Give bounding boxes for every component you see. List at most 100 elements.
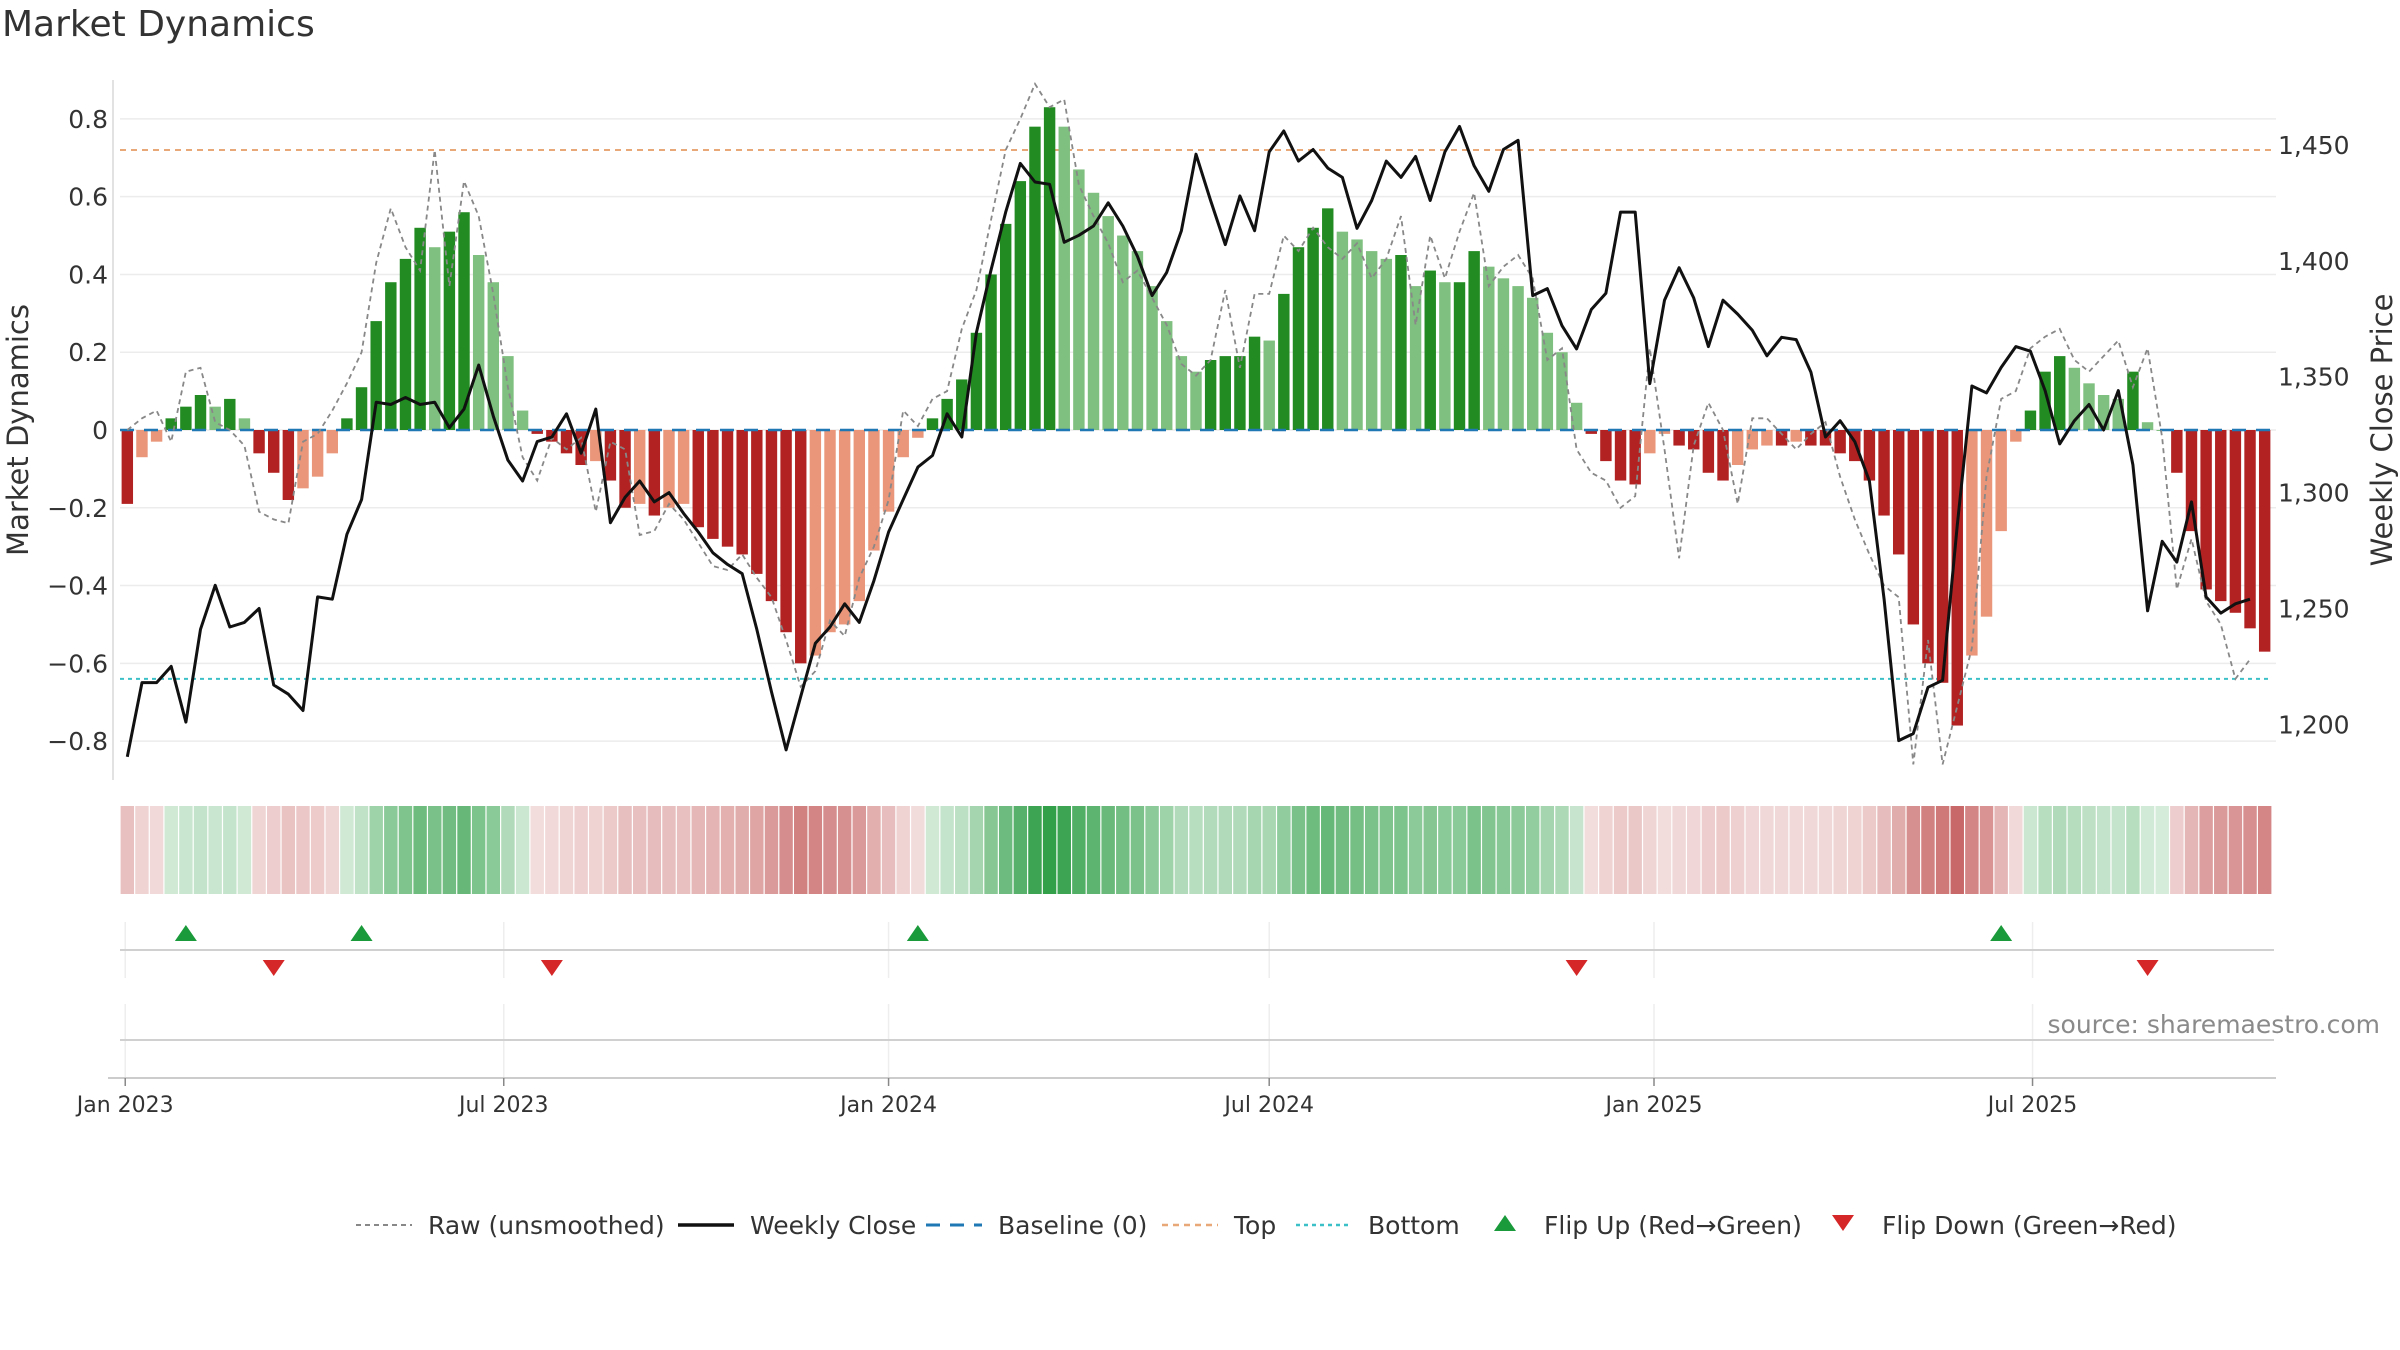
y-tick-label: 0.6 [68,183,108,212]
y-axis-title: Market Dynamics [1,304,35,556]
heat-cell [1540,806,1555,894]
heat-cell [1467,806,1481,894]
dynamics-bar [1805,430,1817,446]
dynamics-bar [1936,430,1949,683]
dynamics-bar [2097,395,2110,430]
heat-cell [1906,806,1921,894]
heat-cell [735,806,749,894]
heat-cell [1687,806,1701,894]
y-tick-label: 0.8 [68,105,108,134]
heat-cell [1072,806,1086,894]
heat-cell [369,806,383,894]
heat-cell [1657,806,1672,894]
heat-cell [837,806,852,894]
dynamics-bar [1570,402,1583,430]
dynamics-bar [1761,430,1773,446]
dynamics-bar [502,356,514,430]
dynamics-bar [868,430,880,551]
dynamics-bar [1409,286,1422,430]
dynamics-bar [1512,286,1524,430]
heat-cell [984,806,998,894]
heat-cell [237,806,252,894]
dynamics-bar [1029,126,1041,431]
heat-cell [1042,806,1057,894]
heat-cell [750,806,764,894]
heat-cell [1584,806,1598,894]
dynamics-bar [1497,278,1510,430]
heat-cell [1086,806,1101,894]
legend-flip-up-marker [1494,1215,1516,1231]
heat-cell [1804,806,1818,894]
dynamics-bar [1775,430,1788,446]
dynamics-bar [1204,360,1217,430]
dynamics-bar [443,231,456,430]
dynamics-bar [1658,430,1671,434]
dynamics-bar [1263,340,1275,430]
heat-cell [881,806,896,894]
dynamics-bar [253,430,265,454]
heat-cell [1569,806,1584,894]
dynamics-bar [238,418,251,430]
dynamics-bar [472,255,485,430]
legend-label: Flip Up (Red→Green) [1544,1211,1802,1240]
dynamics-bar [912,430,924,438]
heat-cell [852,806,867,894]
heat-cell [706,806,720,894]
dynamics-bar [1043,107,1056,430]
heat-cell [340,806,354,894]
dynamics-bar [1117,235,1129,430]
heat-cell [296,806,310,894]
flip-down-marker [540,960,563,976]
dynamics-bar [165,418,177,430]
heat-cell [1716,806,1730,894]
heat-strip [120,806,2272,894]
heat-cell [457,806,471,894]
price-lines [125,81,2251,765]
heat-cell [1848,806,1862,894]
heat-cell [1277,806,1291,894]
dynamics-bar [2010,430,2022,442]
heat-cell [2184,806,2199,894]
dynamics-bar [1878,430,1890,516]
dynamics-bar [1746,430,1759,450]
dynamics-bar [1058,126,1070,431]
heat-cell [252,806,266,894]
dynamics-bar [297,430,309,489]
dynamics-bar [1600,430,1612,462]
y2-tick-label: 1,250 [2278,594,2350,623]
dynamics-bar [224,398,236,430]
legend-label: Flip Down (Green→Red) [1882,1211,2177,1240]
heat-cell [2170,806,2184,894]
dynamics-bar [487,282,500,430]
heat-cell [1174,806,1189,894]
dynamics-bar [619,430,631,508]
heat-cell [515,806,530,894]
dynamics-bar [1995,430,2007,532]
dynamics-bar [531,430,543,434]
dynamics-bar [1688,430,1700,450]
heat-cell [911,806,925,894]
heat-cell [574,806,588,894]
dynamics-bar [751,430,763,574]
dynamics-bar [1380,258,1393,430]
dynamics-bar [575,430,587,465]
heat-cell [149,806,164,894]
heat-cell [1511,806,1525,894]
y2-axis-title: Weekly Close Price [2365,294,2399,567]
y-tick-label: −0.2 [47,494,108,523]
heat-cell [1833,806,1847,894]
dynamics-bar [838,430,851,625]
empty-panel [120,1004,2274,1078]
source-credit: source: sharemaestro.com [2047,1010,2381,1039]
date-tick-label: Jul 2024 [1222,1093,1314,1118]
dynamics-bar [1717,430,1729,481]
dynamics-bar [458,212,470,430]
flip-down-marker [262,960,285,976]
heat-cell [325,806,339,894]
dynamics-bar [2039,371,2051,430]
dynamics-bar [1966,430,1978,656]
heat-cell [2009,806,2023,894]
legend-label: Raw (unsmoothed) [428,1211,665,1240]
dynamics-bar [2054,356,2066,430]
legend-label: Bottom [1368,1211,1460,1240]
